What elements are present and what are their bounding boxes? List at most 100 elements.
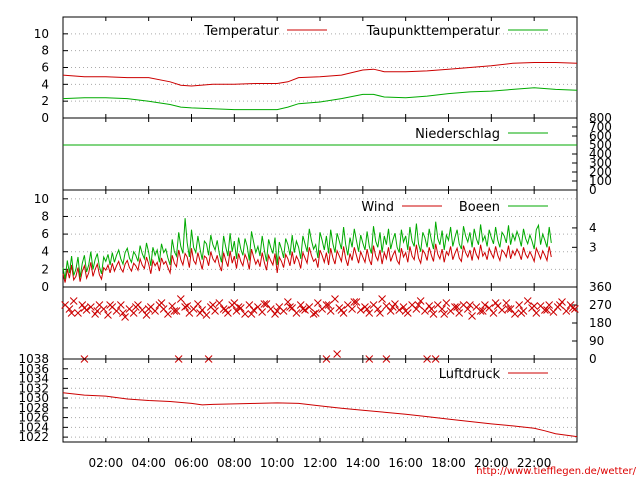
direction-point [463, 305, 472, 313]
direction-point [399, 303, 408, 311]
legend-label: Boeen [459, 200, 500, 215]
direction-point [221, 306, 230, 314]
left-tick-label: 1036 [18, 362, 49, 376]
legend-label: Luftdruck [439, 367, 501, 382]
right-tick-label: 90 [589, 334, 604, 348]
right-tick-label: 400 [589, 147, 612, 161]
direction-point [378, 295, 386, 303]
direction-point [498, 306, 506, 314]
direction-point [189, 305, 198, 313]
direction-point [530, 302, 539, 310]
right-tick-label: 0 [589, 352, 597, 366]
direction-point [517, 309, 526, 317]
direction-point [215, 299, 224, 307]
left-tick-label: 1024 [18, 420, 49, 434]
direction-point [172, 307, 181, 315]
time-label: 04:00 [131, 456, 166, 470]
direction-point [442, 299, 451, 307]
direction-point [466, 301, 474, 309]
left-tick-label: 0 [41, 111, 49, 125]
direction-point [568, 304, 577, 312]
direction-point [511, 310, 519, 318]
direction-point [333, 350, 341, 358]
direction-point [309, 310, 318, 318]
direction-point [571, 305, 579, 313]
right-tick-label: 300 [589, 156, 612, 170]
left-tick-label: 0 [41, 280, 49, 294]
direction-point [284, 298, 292, 306]
direction-point [183, 302, 192, 310]
direction-point [209, 301, 217, 309]
direction-point [164, 310, 172, 318]
right-tick-label: 4 [589, 221, 597, 235]
wind-series-1 [62, 218, 552, 280]
left-tick-label: 1022 [18, 430, 49, 444]
left-tick-label: 4 [41, 245, 49, 259]
left-tick-label: 1038 [18, 352, 49, 366]
time-label: 02:00 [89, 456, 124, 470]
direction-point [106, 301, 114, 309]
direction-point [176, 295, 185, 303]
wind-series-0 [62, 243, 552, 283]
direction-point [356, 306, 365, 314]
direction-point [249, 306, 258, 314]
left-tick-label: 10 [34, 27, 49, 41]
direction-point [363, 305, 371, 313]
left-tick-label: 2 [41, 262, 49, 276]
right-tick-label: 270 [589, 298, 612, 312]
direction-point [202, 311, 211, 319]
direction-point [119, 309, 127, 317]
direction-point [288, 304, 297, 312]
direction-point [258, 308, 267, 316]
direction-point [245, 301, 254, 309]
direction-point [116, 301, 125, 309]
direction-point [549, 308, 558, 316]
direction-point [556, 301, 564, 309]
direction-point [506, 305, 515, 313]
direction-point [211, 307, 219, 315]
direction-point [376, 309, 384, 317]
direction-point [311, 309, 320, 317]
direction-point [301, 306, 309, 314]
direction-point [352, 298, 361, 306]
direction-point [438, 305, 446, 313]
direction-point [401, 307, 410, 315]
direction-point [451, 303, 459, 311]
left-tick-label: 1030 [18, 391, 49, 405]
direction-point [326, 307, 335, 315]
direction-point [545, 301, 554, 309]
direction-point [543, 306, 551, 314]
left-tick-label: 4 [41, 77, 49, 91]
direction-point [159, 305, 168, 313]
wind-panel: 0 2 4 6 8 10 3 4 Wind Boeen [34, 189, 597, 294]
direction-point [262, 300, 271, 308]
left-tick-label: 1026 [18, 411, 49, 425]
direction-point [144, 305, 153, 313]
direction-point [414, 301, 423, 309]
direction-point [541, 306, 549, 314]
direction-point [476, 307, 485, 315]
direction-point [427, 305, 436, 313]
left-tick-label: 6 [41, 61, 49, 75]
direction-point [322, 301, 331, 309]
direction-point [440, 310, 449, 318]
time-label: 06:00 [174, 456, 209, 470]
direction-point [305, 303, 314, 311]
right-tick-label: 3 [589, 240, 597, 254]
left-tick-label: 1032 [18, 381, 49, 395]
direction-point [515, 301, 524, 309]
direction-point [67, 309, 76, 317]
legend-label: Taupunkttemperatur [366, 24, 501, 39]
left-tick-label: 1034 [18, 372, 49, 386]
wind_direction-panel: 0 90 180 270 360 [61, 280, 612, 366]
direction-point [99, 305, 108, 313]
direction-point [181, 303, 189, 311]
left-tick-label: 1028 [18, 401, 49, 415]
right-tick-label: 500 [589, 138, 612, 152]
direction-point [412, 305, 421, 313]
footer-url[interactable]: http://www.tiefflegen.de/wetter/ [476, 466, 636, 477]
direction-point [502, 299, 511, 307]
direction-point [468, 312, 476, 320]
